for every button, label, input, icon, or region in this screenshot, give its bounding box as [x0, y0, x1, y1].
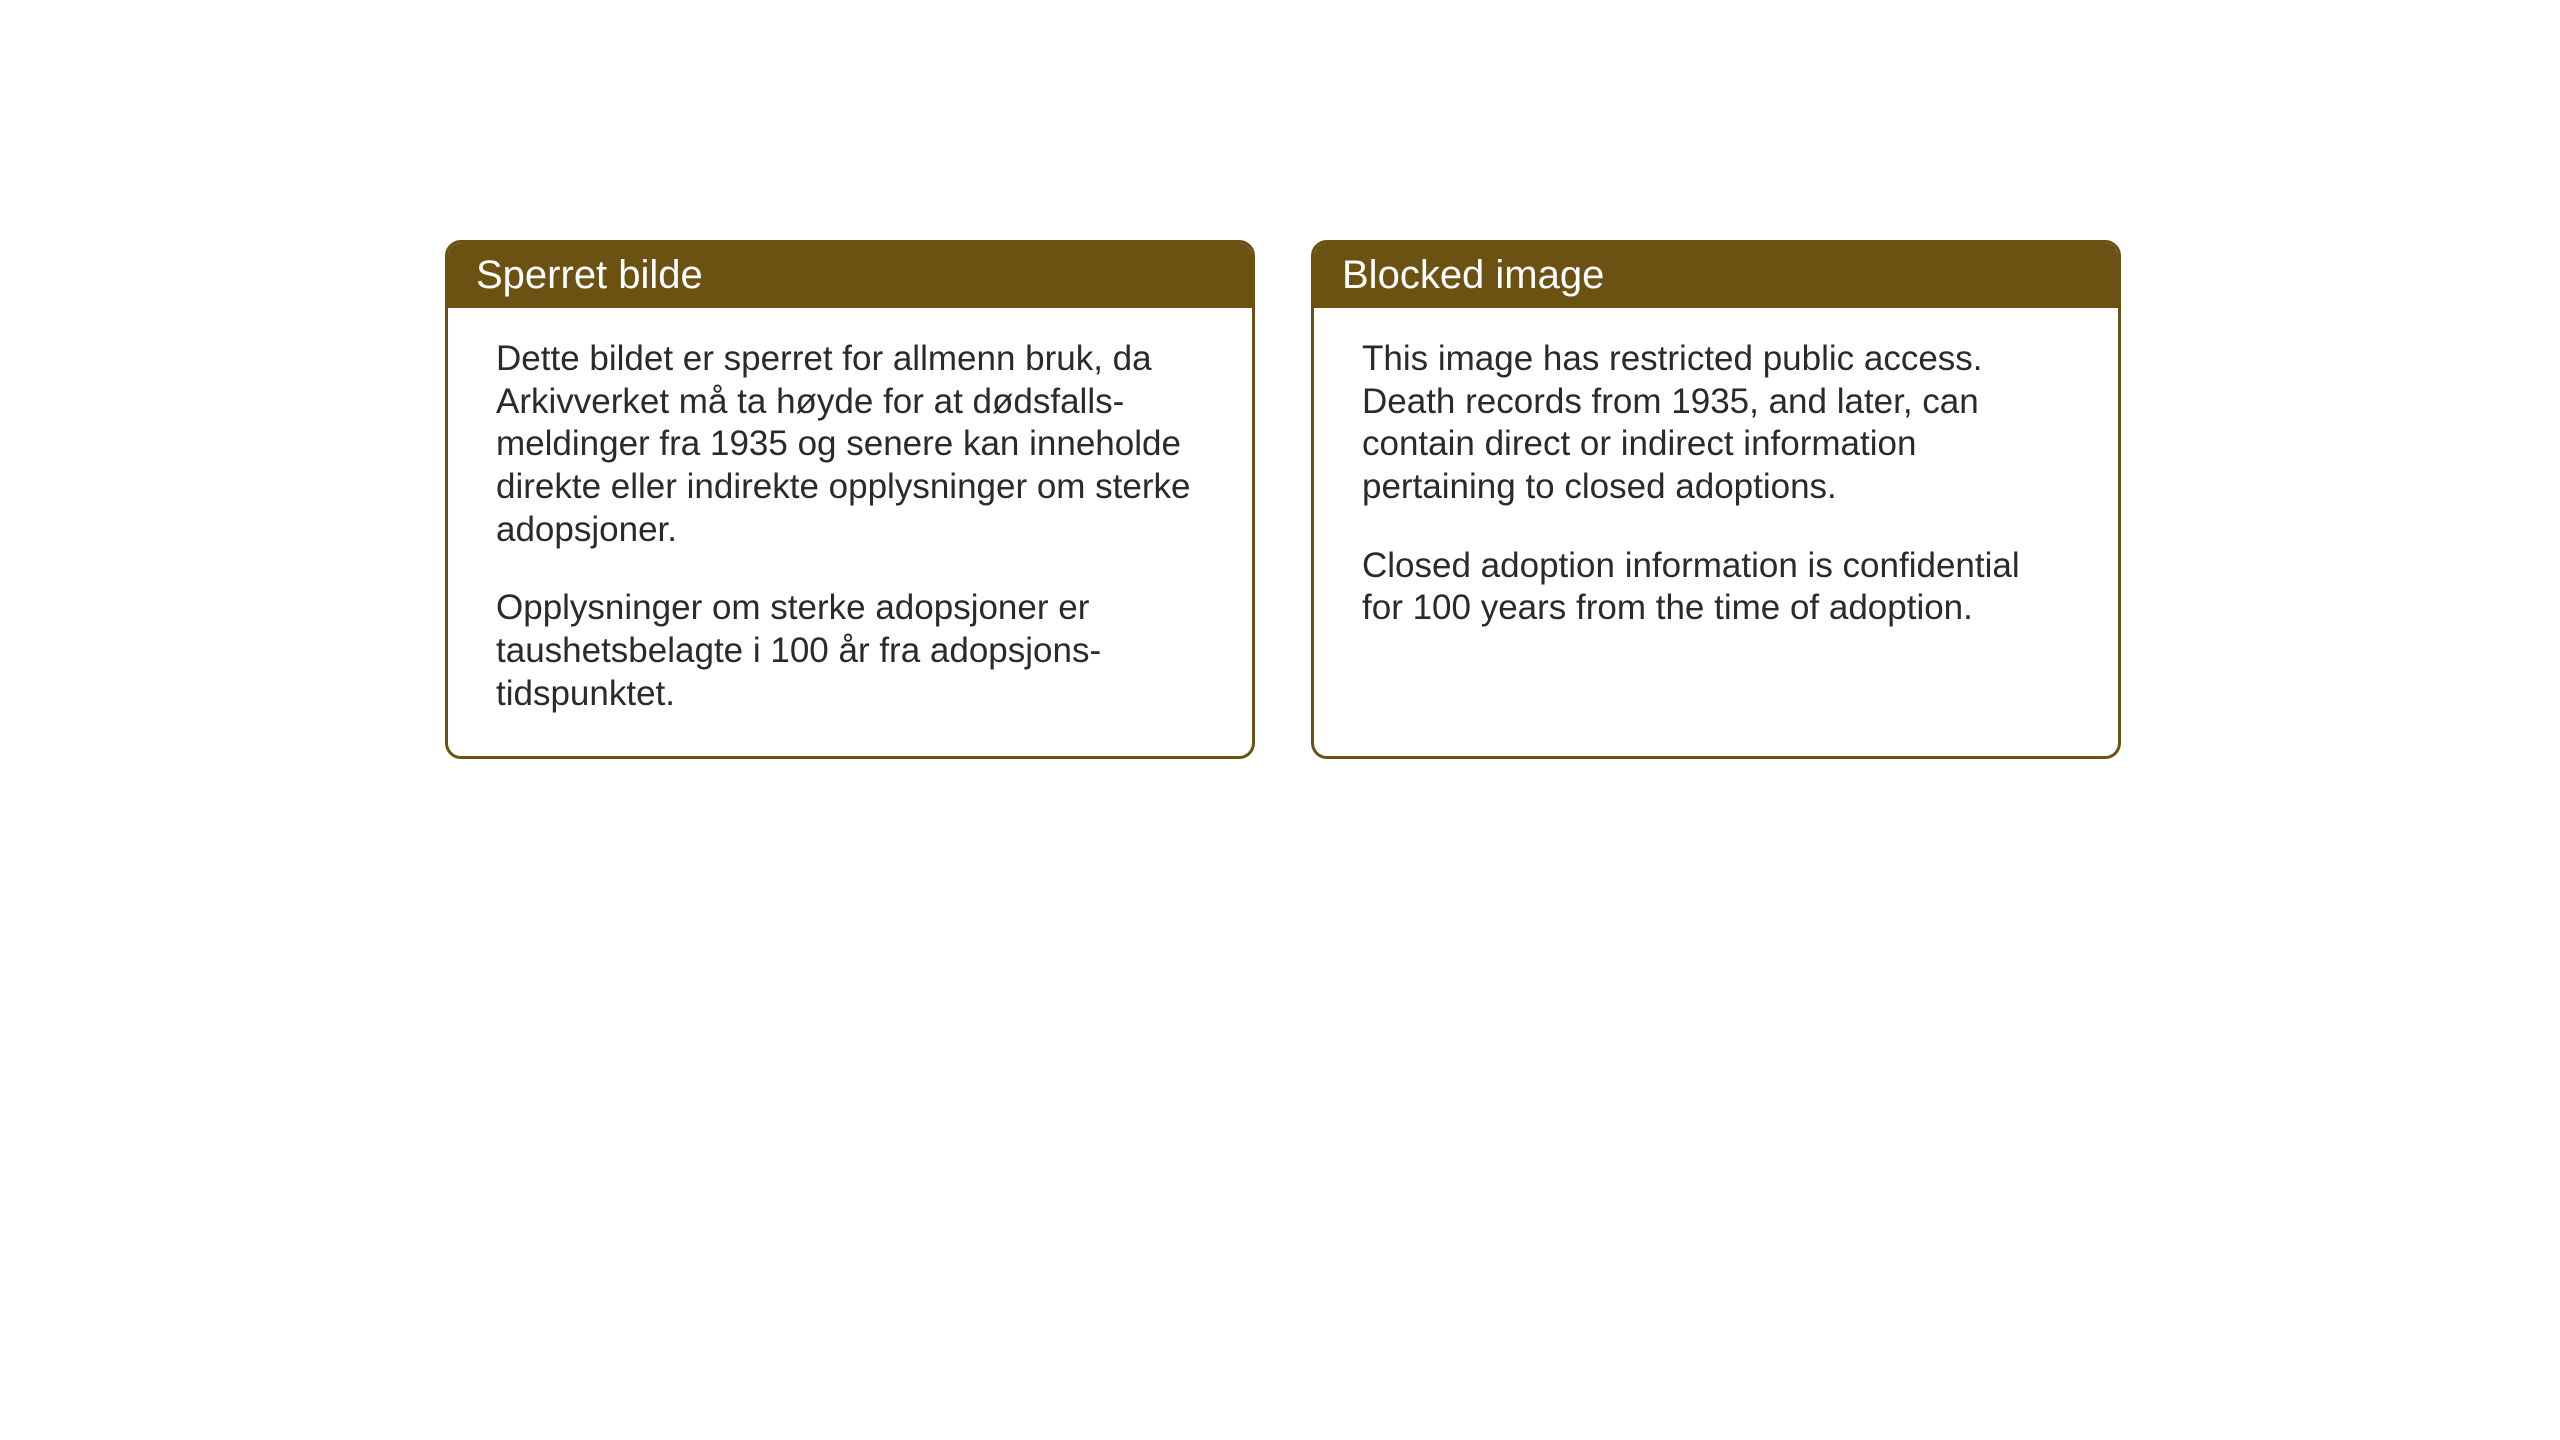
card-header: Sperret bilde	[448, 243, 1252, 308]
card-paragraph: Opplysninger om sterke adopsjoner er tau…	[496, 587, 1204, 715]
card-paragraph: This image has restricted public access.…	[1362, 338, 2070, 509]
notice-card-english: Blocked image This image has restricted …	[1311, 240, 2121, 759]
notice-card-norwegian: Sperret bilde Dette bildet er sperret fo…	[445, 240, 1255, 759]
card-body: Dette bildet er sperret for allmenn bruk…	[448, 308, 1252, 756]
card-title: Sperret bilde	[476, 253, 703, 297]
card-paragraph: Closed adoption information is confident…	[1362, 545, 2070, 630]
notice-cards-container: Sperret bilde Dette bildet er sperret fo…	[445, 240, 2121, 759]
card-header: Blocked image	[1314, 243, 2118, 308]
card-body: This image has restricted public access.…	[1314, 308, 2118, 670]
card-paragraph: Dette bildet er sperret for allmenn bruk…	[496, 338, 1204, 551]
card-title: Blocked image	[1342, 253, 1604, 297]
